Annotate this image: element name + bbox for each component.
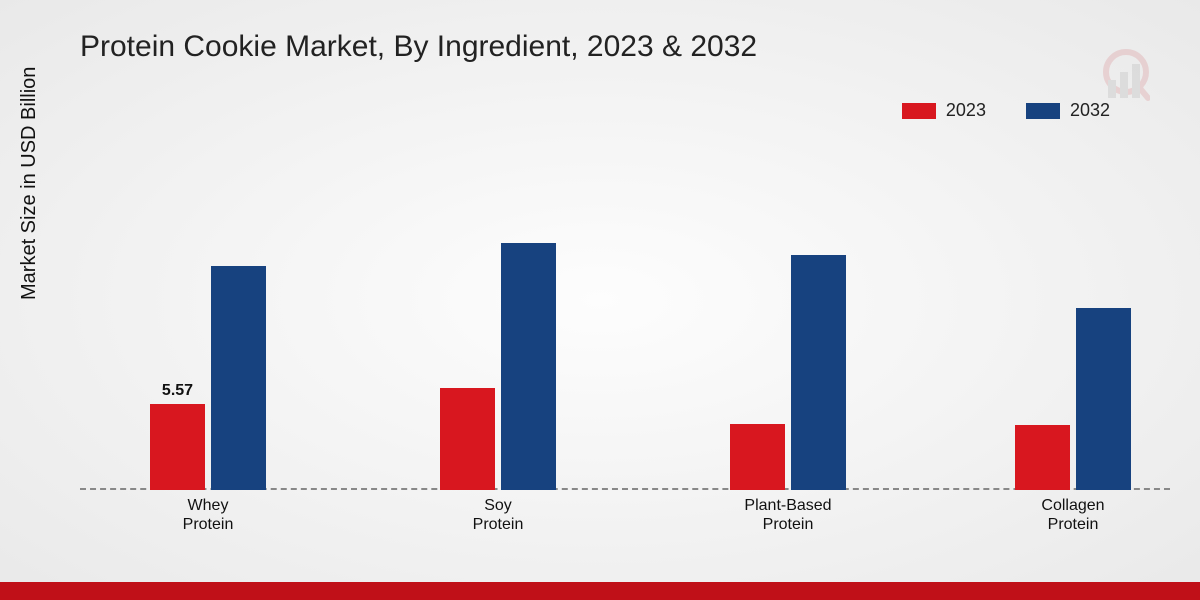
category-label: Plant-Based Protein [744, 497, 831, 534]
legend-label-2023: 2023 [946, 100, 986, 121]
plot-area: 5.57Whey Protein Soy Protein Plant-Based P… [80, 150, 1170, 490]
bar-2032 [211, 266, 266, 490]
bar-2023 [1015, 425, 1070, 490]
chart-page: Protein Cookie Market, By Ingredient, 20… [0, 0, 1200, 600]
footer-bar [0, 582, 1200, 600]
y-axis-label: Market Size in USD Billion [18, 67, 41, 300]
bar-group: 5.57Whey Protein [150, 266, 266, 490]
bar-2023 [150, 404, 205, 490]
legend-swatch-2023 [902, 103, 936, 119]
legend-label-2032: 2032 [1070, 100, 1110, 121]
category-label: Whey Protein [183, 497, 234, 534]
category-label: Soy Protein [473, 497, 524, 534]
bar-group: Collagen Protein [1015, 308, 1131, 490]
legend-item-2032: 2032 [1026, 100, 1110, 121]
legend-swatch-2032 [1026, 103, 1060, 119]
bar-2032 [791, 255, 846, 490]
bar-2032 [501, 243, 556, 490]
bar-group: Soy Protein [440, 243, 556, 490]
chart-title: Protein Cookie Market, By Ingredient, 20… [80, 30, 757, 64]
category-label: Collagen Protein [1041, 497, 1104, 534]
bar-value-label: 5.57 [162, 382, 193, 400]
legend: 2023 2032 [902, 100, 1110, 121]
bar-group: Plant-Based Protein [730, 255, 846, 490]
legend-item-2023: 2023 [902, 100, 986, 121]
bar-2023 [730, 424, 785, 490]
bar-2032 [1076, 308, 1131, 490]
bar-2023 [440, 388, 495, 490]
